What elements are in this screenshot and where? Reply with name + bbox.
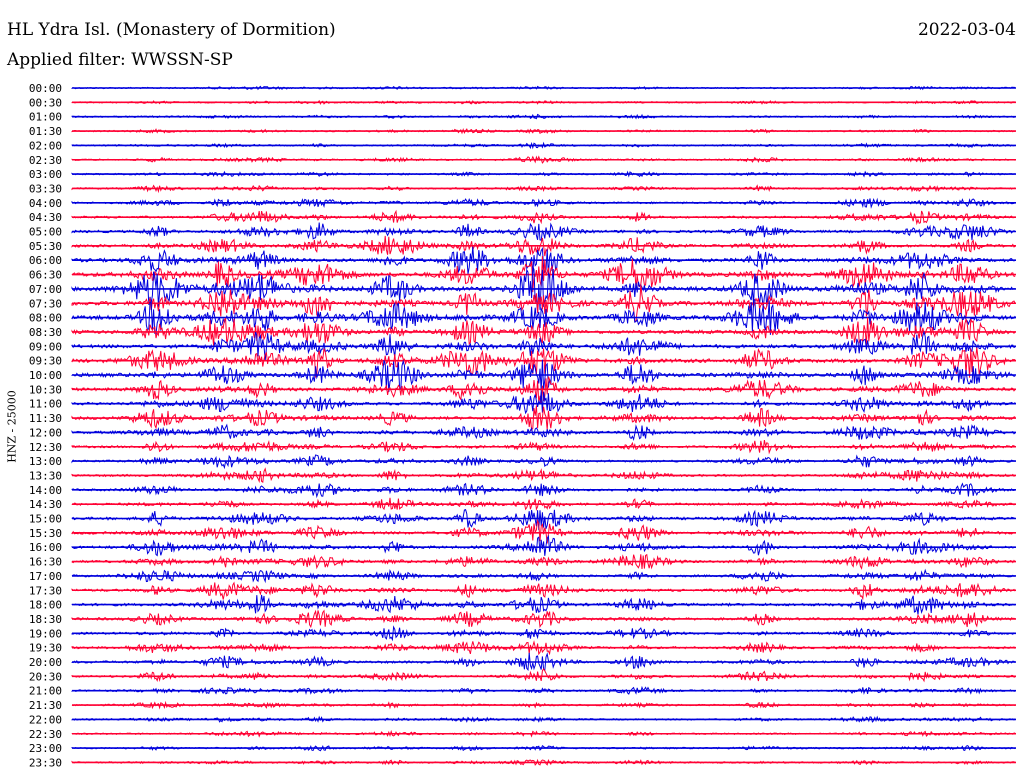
seismic-trace <box>71 298 1016 335</box>
seismic-trace <box>71 594 1016 615</box>
time-tick-label: 21:30 <box>29 699 62 712</box>
seismic-trace <box>71 454 1016 470</box>
seismic-trace <box>71 376 1016 404</box>
time-tick-label: 02:30 <box>29 154 62 167</box>
seismic-trace <box>71 113 1016 120</box>
time-tick-label: 17:30 <box>29 584 62 597</box>
time-tick-label: 01:30 <box>29 125 62 138</box>
time-tick-label: 15:00 <box>29 513 62 526</box>
time-tick-label: 19:00 <box>29 627 62 640</box>
time-tick-label: 07:00 <box>29 283 62 296</box>
seismic-trace <box>71 667 1016 683</box>
seismic-trace <box>71 209 1016 226</box>
time-tick-label: 23:00 <box>29 742 62 755</box>
time-tick-label: 13:00 <box>29 455 62 468</box>
time-tick-label: 12:00 <box>29 426 62 439</box>
time-tick-label: 14:00 <box>29 484 62 497</box>
time-tick-label: 02:00 <box>29 139 62 152</box>
time-tick-label: 09:00 <box>29 340 62 353</box>
seismic-trace <box>71 508 1016 531</box>
time-tick-label: 08:00 <box>29 312 62 325</box>
time-tick-label: 15:30 <box>29 527 62 540</box>
time-tick-label: 11:30 <box>29 412 62 425</box>
seismic-trace <box>71 568 1016 584</box>
time-tick-label: 03:30 <box>29 182 62 195</box>
time-tick-label: 05:00 <box>29 226 62 239</box>
time-tick-label: 18:00 <box>29 599 62 612</box>
time-tick-label: 04:00 <box>29 197 62 210</box>
time-tick-label: 06:30 <box>29 269 62 282</box>
time-tick-label: 13:30 <box>29 469 62 482</box>
time-tick-label: 05:30 <box>29 240 62 253</box>
time-tick-label: 17:00 <box>29 570 62 583</box>
seismic-trace <box>71 652 1016 672</box>
time-tick-label: 11:00 <box>29 398 62 411</box>
time-tick-label: 10:30 <box>29 383 62 396</box>
date-label: 2022-03-04 <box>917 20 1016 40</box>
time-tick-label: 14:30 <box>29 498 62 511</box>
seismic-trace <box>71 405 1016 432</box>
station-title: HL Ydra Isl. (Monastery of Dormition) <box>7 20 336 40</box>
filter-label: Applied filter: WWSSN-SP <box>7 50 233 70</box>
time-tick-label: 21:00 <box>29 685 62 698</box>
time-tick-label: 00:30 <box>29 96 62 109</box>
time-tick-label: 16:30 <box>29 556 62 569</box>
time-tick-label: 23:30 <box>29 756 62 769</box>
seismic-trace <box>71 581 1016 601</box>
time-tick-label: 10:00 <box>29 369 62 382</box>
time-tick-label: 01:00 <box>29 111 62 124</box>
time-tick-label: 07:30 <box>29 297 62 310</box>
time-tick-label: 20:30 <box>29 670 62 683</box>
time-tick-label: 09:30 <box>29 355 62 368</box>
time-tick-label: 12:30 <box>29 441 62 454</box>
time-tick-label: 00:00 <box>29 82 62 95</box>
seismic-trace <box>71 534 1016 557</box>
time-tick-label: 19:30 <box>29 642 62 655</box>
time-tick-label: 22:00 <box>29 713 62 726</box>
seismic-trace <box>71 317 1016 346</box>
time-tick-label: 16:00 <box>29 541 62 554</box>
time-tick-label: 06:00 <box>29 254 62 267</box>
seismic-trace <box>71 625 1016 642</box>
time-tick-label: 18:30 <box>29 613 62 626</box>
seismic-trace <box>71 235 1016 257</box>
seismic-trace <box>71 246 1016 276</box>
time-tick-label: 04:30 <box>29 211 62 224</box>
time-tick-label: 20:00 <box>29 656 62 669</box>
time-tick-label: 08:30 <box>29 326 62 339</box>
time-tick-label: 03:00 <box>29 168 62 181</box>
time-tick-label: 22:30 <box>29 728 62 741</box>
